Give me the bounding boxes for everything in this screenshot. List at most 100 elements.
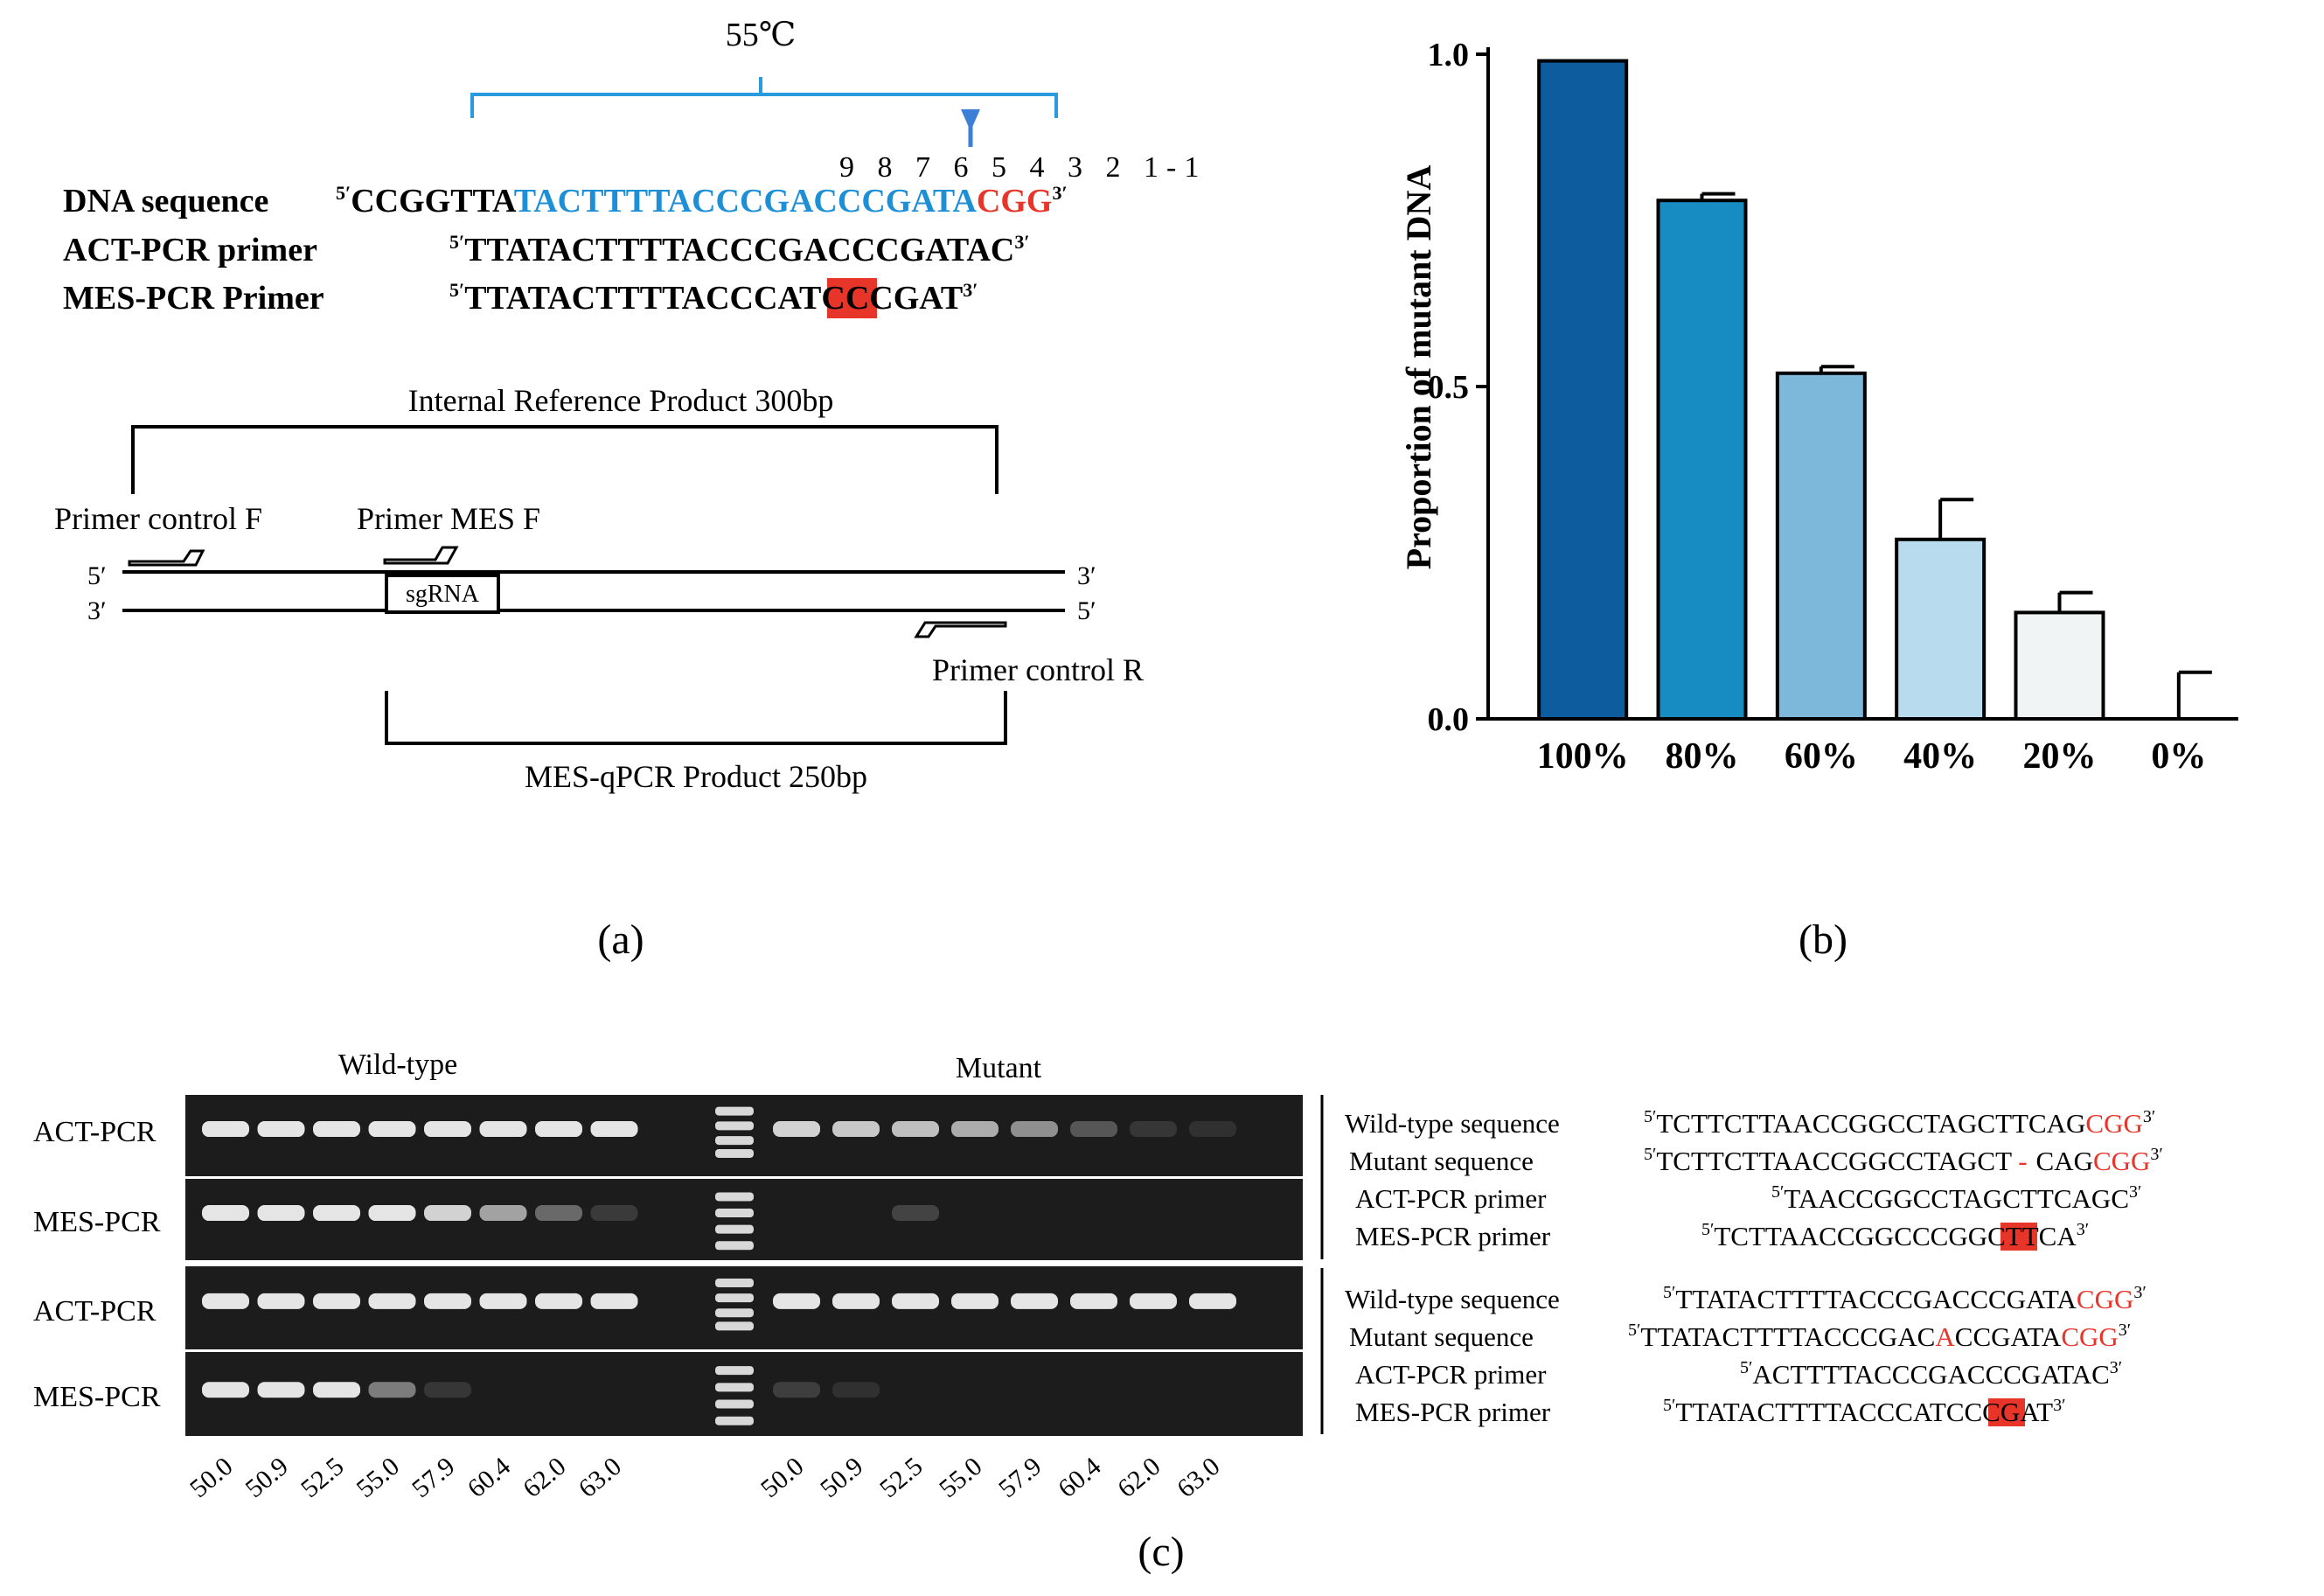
gel-row-label: MES-PCR (33, 1381, 161, 1413)
gel-band (424, 1205, 471, 1222)
mut-seq: 5′TTATACTTTTACCCGACACCGATACGG3′ (1628, 1321, 2131, 1352)
temperature-tick-label: 62.0 (1112, 1452, 1165, 1503)
gel-band (313, 1293, 360, 1309)
temperature-tick-label: 55.0 (934, 1452, 987, 1503)
caption-c: (c) (1138, 1529, 1184, 1575)
gel-band (832, 1121, 880, 1138)
mes-qpcr-bracket (385, 691, 1007, 745)
gel-image (185, 1095, 1303, 1436)
gel-band (257, 1205, 305, 1222)
gel-band (424, 1293, 471, 1309)
act-primer-seq: 5′TAACCGGCCTAGCTTCAGC3′ (1771, 1182, 2141, 1214)
primer-control-f-arrow-icon (128, 549, 205, 567)
caption-a: (a) (597, 916, 644, 963)
gel-band (951, 1121, 998, 1138)
sequence-block-1: Wild-type sequence 5′TCTTCTTAACCGGCCTAGC… (1345, 1107, 2163, 1251)
mes-primer-seq: 5′TCTTAACCGGCCCGGCTTCA3′ (1701, 1220, 2089, 1251)
ladder-band (715, 1148, 754, 1158)
strand-top-5: 5′ (87, 561, 107, 590)
gel-band (368, 1293, 416, 1309)
row-label-mes-pcr-primer: MES-PCR Primer (63, 280, 324, 317)
x-tick-label: 20% (2023, 736, 2097, 777)
mismatch-highlight (2000, 1223, 2037, 1251)
gel-band (1070, 1121, 1117, 1138)
temperature-tick-label: 50.0 (755, 1452, 809, 1503)
temperature-tick-label: 55.0 (351, 1452, 405, 1503)
gel-band (535, 1121, 582, 1138)
row-label-dna-sequence: DNA sequence (63, 183, 268, 220)
mes-qpcr-label: MES-qPCR Product 250bp (525, 759, 867, 794)
strand-bot-3: 3′ (87, 596, 107, 625)
wt-seq-label: Wild-type sequence (1345, 1284, 1560, 1314)
bar (2014, 610, 2105, 721)
x-tick-label: 0% (2151, 736, 2206, 777)
internal-reference-bracket (131, 425, 998, 494)
ladder-band (715, 1399, 754, 1409)
ladder-band (715, 1416, 754, 1425)
mes-primer-seq: 5′TTATACTTTTACCCATCCCGAT3′ (1663, 1396, 2066, 1427)
y-tick-label: 0.0 (1428, 701, 1470, 738)
ladder-band (715, 1308, 754, 1318)
gel-band (479, 1205, 527, 1222)
ladder-band (715, 1383, 754, 1392)
gel-band (202, 1205, 249, 1222)
strand-bot-5: 5′ (1077, 596, 1096, 625)
mut-seq: 5′TCTTCTTAACCGGCCTAGCT - CAGCGG3′ (1644, 1145, 2163, 1176)
gel-band (257, 1121, 305, 1138)
mismatch-highlight (827, 278, 877, 318)
ladder-band (715, 1136, 754, 1146)
temperature-tick-label: 50.9 (815, 1452, 868, 1503)
temperature-tick-label: 52.5 (874, 1452, 928, 1503)
x-tick-label: 60% (1785, 736, 1858, 777)
mutant-label: Mutant (956, 1052, 1042, 1084)
gel-band (368, 1121, 416, 1138)
gel-band (1011, 1293, 1058, 1309)
ladder-band (715, 1121, 754, 1131)
ladder-band (715, 1192, 754, 1202)
primer-mes-f-arrow-icon (383, 546, 459, 565)
gel-band (424, 1382, 471, 1398)
strand-top-3: 3′ (1077, 561, 1096, 590)
gel-band (479, 1121, 527, 1138)
gel-band (1130, 1121, 1177, 1138)
gel-band (202, 1121, 249, 1138)
panel-c: Wild-type Mutant ACT-PCR MES-PCR ACT-PCR… (33, 1049, 2163, 1575)
act-primer-label: ACT-PCR primer (1355, 1183, 1547, 1214)
temperature-tick-label: 57.9 (407, 1452, 460, 1503)
gel-band (773, 1293, 820, 1309)
wild-type-label: Wild-type (338, 1049, 457, 1081)
temperature-tick-label: 60.4 (463, 1452, 516, 1503)
gel-band (535, 1293, 582, 1309)
dna-sequence: 5′CCGGTTATACTTTTACCCGACCCGATACGG3′ (336, 182, 1068, 220)
row-label-act-pcr-primer: ACT-PCR primer (63, 232, 317, 268)
ladder-band (715, 1106, 754, 1116)
caption-b: (b) (1799, 916, 1847, 963)
ladder-band (715, 1209, 754, 1218)
gel-band (257, 1293, 305, 1309)
gel-band (590, 1205, 638, 1222)
gel-band (892, 1205, 939, 1222)
gel-band (1011, 1121, 1058, 1138)
y-tick-label: 0.5 (1428, 369, 1470, 406)
gel-band (892, 1121, 939, 1138)
gel-band (257, 1382, 305, 1398)
act-pcr-primer-sequence: 5′TTATACTTTTACCCGACCCGATAC3′ (449, 231, 1030, 268)
primer-control-r-label: Primer control R (932, 652, 1144, 687)
temperature-bracket (470, 77, 1058, 118)
ladder-band (715, 1321, 754, 1331)
mut-seq-label: Mutant sequence (1349, 1321, 1534, 1352)
y-tick-label: 1.0 (1428, 37, 1470, 73)
ladder-band (715, 1224, 754, 1234)
temperature-tick-label: 57.9 (993, 1452, 1047, 1503)
wt-seq-label: Wild-type sequence (1345, 1108, 1560, 1139)
ladder-band (715, 1241, 754, 1251)
bar (1895, 537, 1987, 721)
temperature-tick-label: 52.5 (296, 1452, 349, 1503)
gel-band (313, 1121, 360, 1138)
ladder-band (715, 1366, 754, 1376)
cut-site-arrow-icon (961, 109, 980, 147)
wt-seq: 5′TCTTCTTAACCGGCCTAGCTTCAGCGG3′ (1644, 1107, 2155, 1139)
x-tick-label: 40% (1903, 736, 1977, 777)
gel-band (313, 1382, 360, 1398)
gel-band (313, 1205, 360, 1222)
